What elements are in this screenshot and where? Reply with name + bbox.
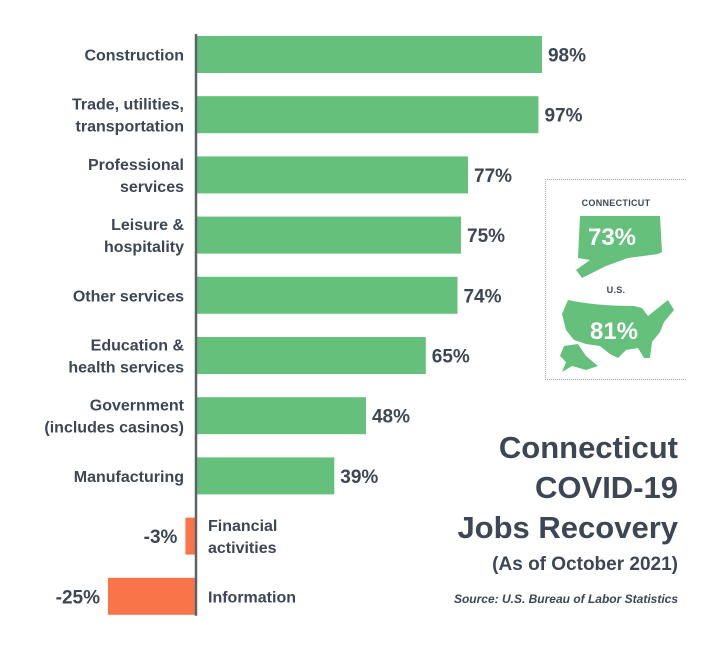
bar bbox=[108, 577, 196, 615]
inset-label-us: U.S. bbox=[606, 285, 626, 295]
value-label: -25% bbox=[56, 587, 100, 608]
value-label: 75% bbox=[467, 226, 505, 247]
value-label: 65% bbox=[432, 347, 470, 368]
bar bbox=[197, 96, 539, 134]
value-label: 98% bbox=[548, 46, 586, 67]
category-label: Professional bbox=[88, 157, 184, 174]
chart-title-block: Connecticut COVID-19 Jobs Recovery (As o… bbox=[454, 428, 678, 606]
category-label: Other services bbox=[73, 288, 184, 305]
chart-title-line-1: Connecticut bbox=[498, 430, 678, 465]
bar bbox=[185, 517, 196, 555]
chart-subtitle: (As of October 2021) bbox=[492, 554, 678, 575]
category-label: Manufacturing bbox=[74, 469, 184, 486]
bar bbox=[197, 36, 542, 73]
us-map-icon bbox=[560, 300, 674, 372]
category-label: transportation bbox=[76, 119, 184, 136]
value-label: 77% bbox=[474, 166, 512, 187]
category-label: Education & bbox=[91, 338, 185, 355]
value-label: 48% bbox=[372, 407, 410, 428]
category-label: Trade, utilities, bbox=[72, 97, 184, 114]
inset-value-us: 81% bbox=[589, 318, 639, 345]
chart-source: Source: U.S. Bureau of Labor Statistics bbox=[453, 592, 678, 606]
value-label: -3% bbox=[144, 527, 178, 548]
category-label: services bbox=[120, 179, 184, 196]
inset-label-connecticut: CONNECTICUT bbox=[581, 198, 651, 208]
value-label: 39% bbox=[340, 467, 378, 488]
category-label: hospitality bbox=[104, 239, 184, 256]
category-label: Financial bbox=[208, 518, 277, 535]
chart-title-line-2: COVID-19 bbox=[535, 470, 678, 505]
value-label: 74% bbox=[463, 286, 501, 307]
bar bbox=[197, 156, 469, 194]
category-label: Construction bbox=[84, 48, 184, 65]
connecticut-map-icon bbox=[576, 216, 662, 278]
comparison-inset: CONNECTICUT 73% U.S. 81% bbox=[545, 179, 686, 380]
category-label: Information bbox=[208, 589, 296, 606]
bar bbox=[197, 216, 461, 254]
chart-title-line-3: Jobs Recovery bbox=[457, 510, 678, 545]
bar bbox=[197, 337, 426, 374]
bar bbox=[197, 457, 335, 495]
bar bbox=[197, 276, 458, 314]
category-label: (includes casinos) bbox=[44, 420, 184, 437]
category-label: health services bbox=[68, 360, 184, 377]
category-label: Government bbox=[90, 398, 185, 415]
inset-value-connecticut: 73% bbox=[587, 224, 637, 251]
category-label: activities bbox=[208, 540, 277, 557]
bar bbox=[197, 397, 366, 435]
category-label: Leisure & bbox=[111, 217, 184, 234]
value-label: 97% bbox=[544, 106, 582, 127]
